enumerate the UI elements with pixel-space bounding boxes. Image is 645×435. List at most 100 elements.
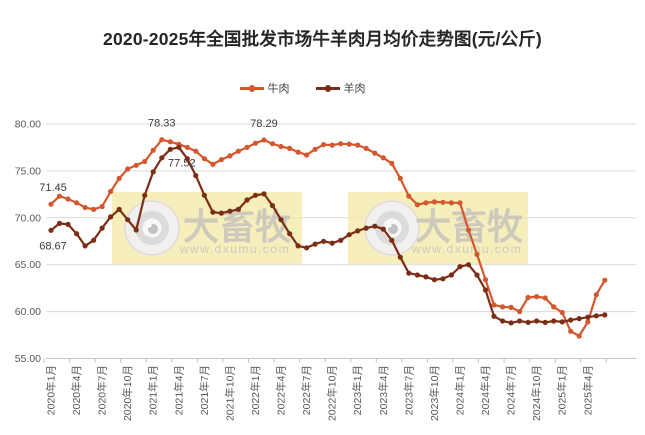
data-point-marker [423,200,429,206]
data-point-marker [193,148,199,154]
data-point-marker [346,141,352,147]
data-point-label: 71.45 [39,182,67,194]
data-point-marker [602,312,608,318]
data-point-marker [227,153,233,159]
data-point-marker [65,221,71,227]
x-axis-label: 2024年7月 [505,365,518,415]
data-point-marker [269,203,276,209]
data-point-marker [431,277,437,283]
data-point-marker [431,199,437,205]
legend-item-mutton: 羊肉 [315,80,366,96]
watermark-logo-icon [147,223,152,228]
x-axis-label: 2022年10月 [326,365,339,421]
data-point-marker [414,272,420,278]
data-point-marker [56,220,63,226]
x-axis-label: 2023年4月 [377,365,390,415]
data-point-marker [355,142,361,148]
data-point-marker [167,139,173,145]
data-point-marker [82,243,88,249]
data-point-marker [593,292,599,298]
x-axis-label: 2020年10月 [121,365,134,421]
x-axis-label: 2023年1月 [351,365,364,415]
data-point-marker [159,137,165,143]
data-point-marker [99,225,105,231]
data-point-marker [244,197,250,203]
x-axis-label: 2022年4月 [275,365,288,415]
data-point-marker [602,277,608,283]
data-point-marker [74,231,80,237]
data-point-marker [542,295,548,301]
data-point-marker [159,155,165,161]
data-point-marker [585,314,591,320]
y-axis-label: 55.00 [15,353,41,365]
data-point-marker [48,227,54,233]
x-axis-label: 2020年1月 [45,365,58,415]
data-point-marker [167,146,173,152]
data-point-marker [184,144,190,150]
data-point-marker [440,199,446,205]
data-point-marker [304,152,310,158]
data-point-marker [525,319,531,325]
data-point-marker [380,226,386,232]
data-point-marker [133,227,139,233]
data-point-marker [474,251,480,257]
data-point-marker [457,264,463,270]
data-point-marker [406,193,412,199]
data-point-marker [227,208,233,214]
chart-title: 2020-2025年全国批发市场牛羊肉月均价走势图(元/公斤) [103,29,542,49]
data-point-marker [91,237,97,243]
data-point-marker [74,200,80,206]
data-point-marker [329,240,335,246]
data-point-label: 77.52 [168,157,196,169]
data-point-marker [406,270,412,276]
data-point-marker [150,147,156,153]
data-point-marker [125,166,131,172]
data-point-marker [91,206,97,212]
data-point-marker [321,142,327,148]
data-point-marker [482,277,489,283]
data-point-marker [244,144,250,150]
data-point-marker [218,210,224,216]
data-point-marker [448,200,454,206]
watermark-logo-icon [387,223,392,228]
data-point-marker [287,231,293,237]
data-point-marker [346,232,352,238]
data-point-marker [355,228,361,234]
data-point-marker [448,272,454,278]
data-point-marker [252,192,259,198]
data-point-marker [500,304,506,310]
data-point-marker [201,156,207,162]
data-point-marker [295,149,301,155]
x-axis-label: 2023年10月 [428,365,441,421]
data-point-marker [278,217,284,223]
x-axis-label: 2020年7月 [96,365,109,415]
data-point-marker [397,254,403,260]
data-point-marker [278,143,284,150]
x-axis-label: 2021年10月 [223,365,236,421]
data-point-marker [474,272,480,278]
data-point-marker [176,144,182,150]
legend-label: 羊肉 [343,83,366,95]
y-axis-label: 60.00 [15,306,41,318]
data-point-marker [142,192,148,198]
watermark-url-text: www.dxumu.com [411,242,522,256]
data-point-marker [116,206,122,212]
legend-label: 牛肉 [267,83,290,95]
data-point-marker [508,320,514,326]
data-point-marker [440,276,446,282]
data-point-marker [82,204,88,211]
data-point-marker [193,173,199,179]
data-point-marker [287,145,293,151]
data-point-marker [525,294,531,301]
x-axis-label: 2022年1月 [249,365,262,415]
beef-line-marker-icon [239,84,264,93]
data-point-marker [295,243,301,249]
data-point-marker [56,193,63,199]
data-point-marker [48,201,54,207]
x-axis-label: 2020年4月 [70,365,83,415]
data-point-marker [500,318,506,324]
y-axis-label: 65.00 [15,259,41,271]
watermark-url-text: www.dxumu.com [179,242,290,256]
data-point-marker [389,237,395,243]
